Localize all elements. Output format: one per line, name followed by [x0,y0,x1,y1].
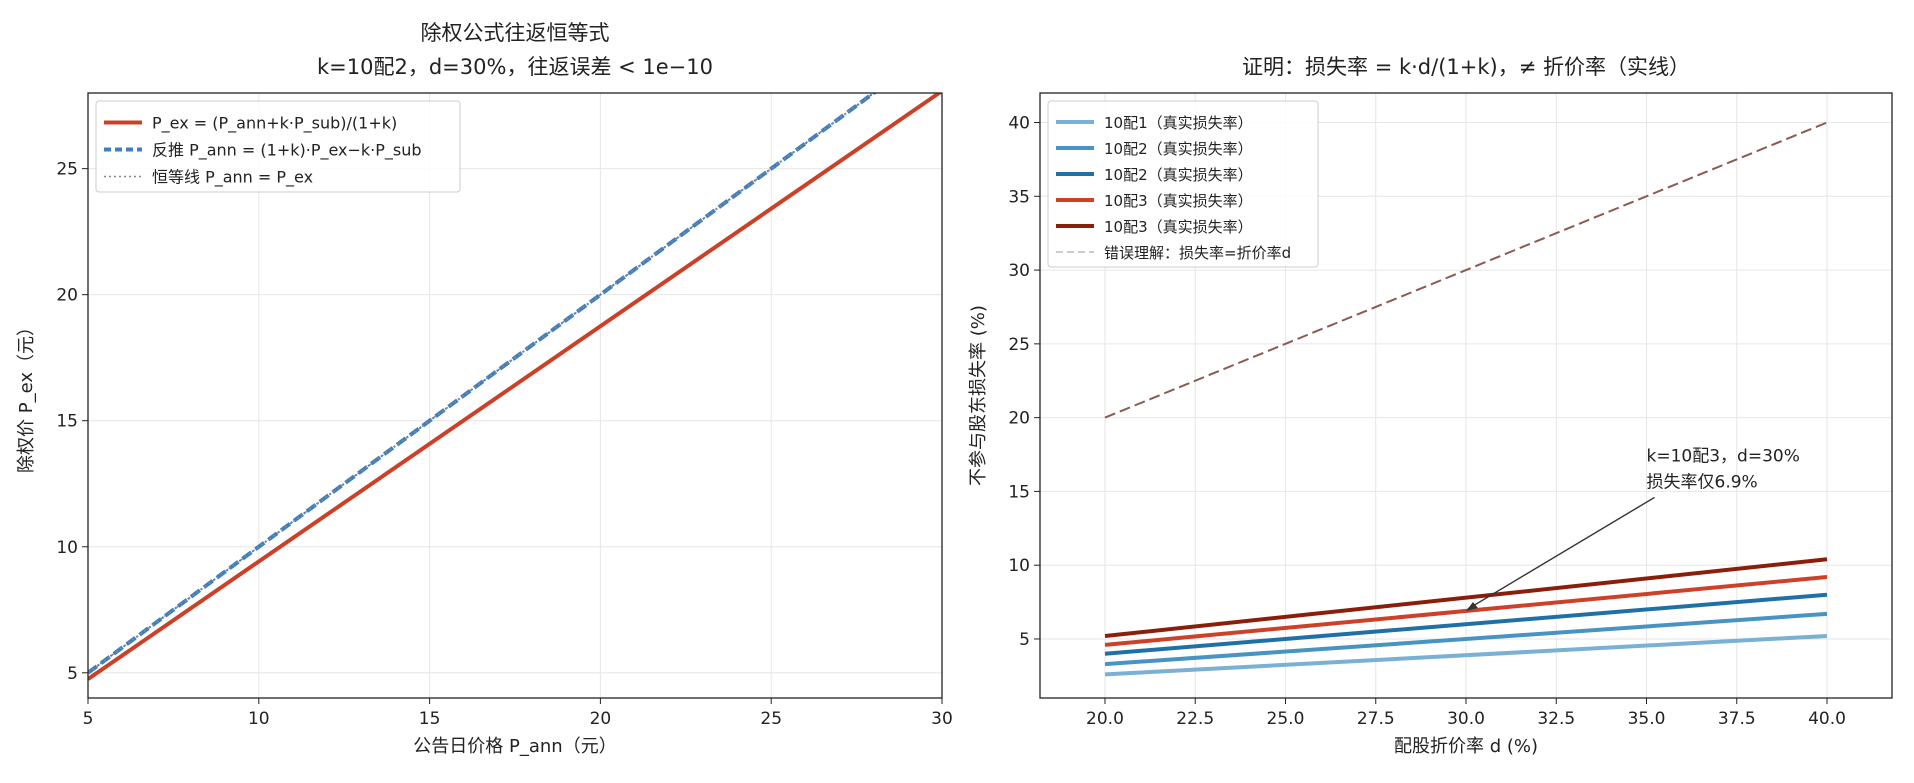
annotation-arrow [1467,496,1655,610]
y-tick-label: 10 [1008,556,1030,576]
x-tick-label: 20.0 [1086,709,1124,729]
chart-title: 证明：损失率 = k·d/(1+k)，≠ 折价率（实线） [1242,55,1690,79]
x-tick-label: 37.5 [1718,709,1756,729]
y-tick-label: 40 [1008,114,1030,134]
legend: 10配1（真实损失率） 10配2（真实损失率） 10配2（真实损失率） 10配3（真实… [1047,100,1319,268]
series-line-6 [1104,121,1828,419]
x-tick-label: 35.0 [1628,709,1666,729]
y-axis-label: 不参与股东损失率 (%) [968,305,989,486]
x-tick-label: 20 [590,709,612,729]
plot-frame [87,92,943,699]
x-tick-label: 22.5 [1176,709,1214,729]
series-line-4 [1104,575,1828,647]
y-tick-label: 20 [1008,409,1030,429]
chart-panel-1: 5 10 15 20 25 30 5 10 15 20 25 除权公式往返恒等式 k=10配2，d=30… [16,21,953,757]
x-tick-label: 25 [760,709,782,729]
legend-label-2: 10配2（真实损失率） [1104,140,1253,158]
y-axis-label: 除权价 P_ex（元） [16,318,37,473]
x-tick-label: 30 [931,709,953,729]
y-tick-label: 10 [56,538,78,558]
x-tick-label: 5 [83,709,94,729]
y-tick-label: 15 [1008,482,1030,502]
legend-box [1047,100,1319,268]
series-line-1 [88,93,942,681]
series-lines [1104,121,1828,677]
legend-label-2: 反推 P_ann = (1+k)·P_ex−k·P_sub [152,141,422,161]
y-tick-label: 35 [1008,187,1030,207]
legend-label-1: P_ex = (P_ann+k·P_sub)/(1+k) [152,114,397,134]
annotation-arrowhead [1466,601,1478,611]
annotation-text: 损失率仅6.9% [1647,472,1758,492]
x-tick-label: 40.0 [1808,709,1846,729]
legend-label-4: 10配3（真实损失率） [1104,192,1253,210]
y-tick-label: 20 [56,286,78,306]
series-line-3 [88,93,875,674]
series-line-2 [1104,611,1828,667]
series-line-1 [1104,634,1828,677]
series-line-5 [1104,557,1828,638]
series-lines [88,93,942,681]
x-tick-label: 27.5 [1357,709,1395,729]
x-axis-label: 配股折价率 d (%) [1394,736,1538,757]
y-tick-label: 5 [67,664,78,684]
legend-label-3: 10配2（真实损失率） [1104,166,1253,184]
y-tick-label: 25 [56,160,78,180]
x-tick-label: 25.0 [1267,709,1305,729]
y-tick-label: 5 [1019,630,1030,650]
legend-box [95,100,461,193]
plot-frame [1039,92,1893,699]
legend-label-1: 10配1（真实损失率） [1104,114,1253,132]
legend: P_ex = (P_ann+k·P_sub)/(1+k) 反推 P_ann = (… [95,100,461,193]
y-tick-label: 25 [1008,335,1030,355]
legend-label-5: 10配3（真实损失率） [1104,218,1253,236]
chart-title: 除权公式往返恒等式 [421,21,610,45]
x-axis-label: 公告日价格 P_ann（元） [413,736,616,757]
x-tick-label: 15 [419,709,441,729]
chart-subtitle: k=10配2，d=30%，往返误差 < 1e−10 [317,55,713,79]
series-line-3 [1104,592,1828,656]
x-tick-label: 32.5 [1537,709,1575,729]
legend-label-6: 错误理解：损失率=折价率d [1104,244,1291,262]
y-tick-label: 15 [56,412,78,432]
legend-label-3: 恒等线 P_ann = P_ex [152,168,313,188]
x-tick-label: 10 [248,709,270,729]
chart-panel-2: 20.0 22.5 25.0 27.5 30.0 32.5 35.0 37.5 40.0 5 10 1… [968,55,1893,757]
y-tick-label: 30 [1008,261,1030,281]
x-tick-label: 30.0 [1447,709,1485,729]
annotation-text: k=10配3，d=30% [1647,446,1800,466]
